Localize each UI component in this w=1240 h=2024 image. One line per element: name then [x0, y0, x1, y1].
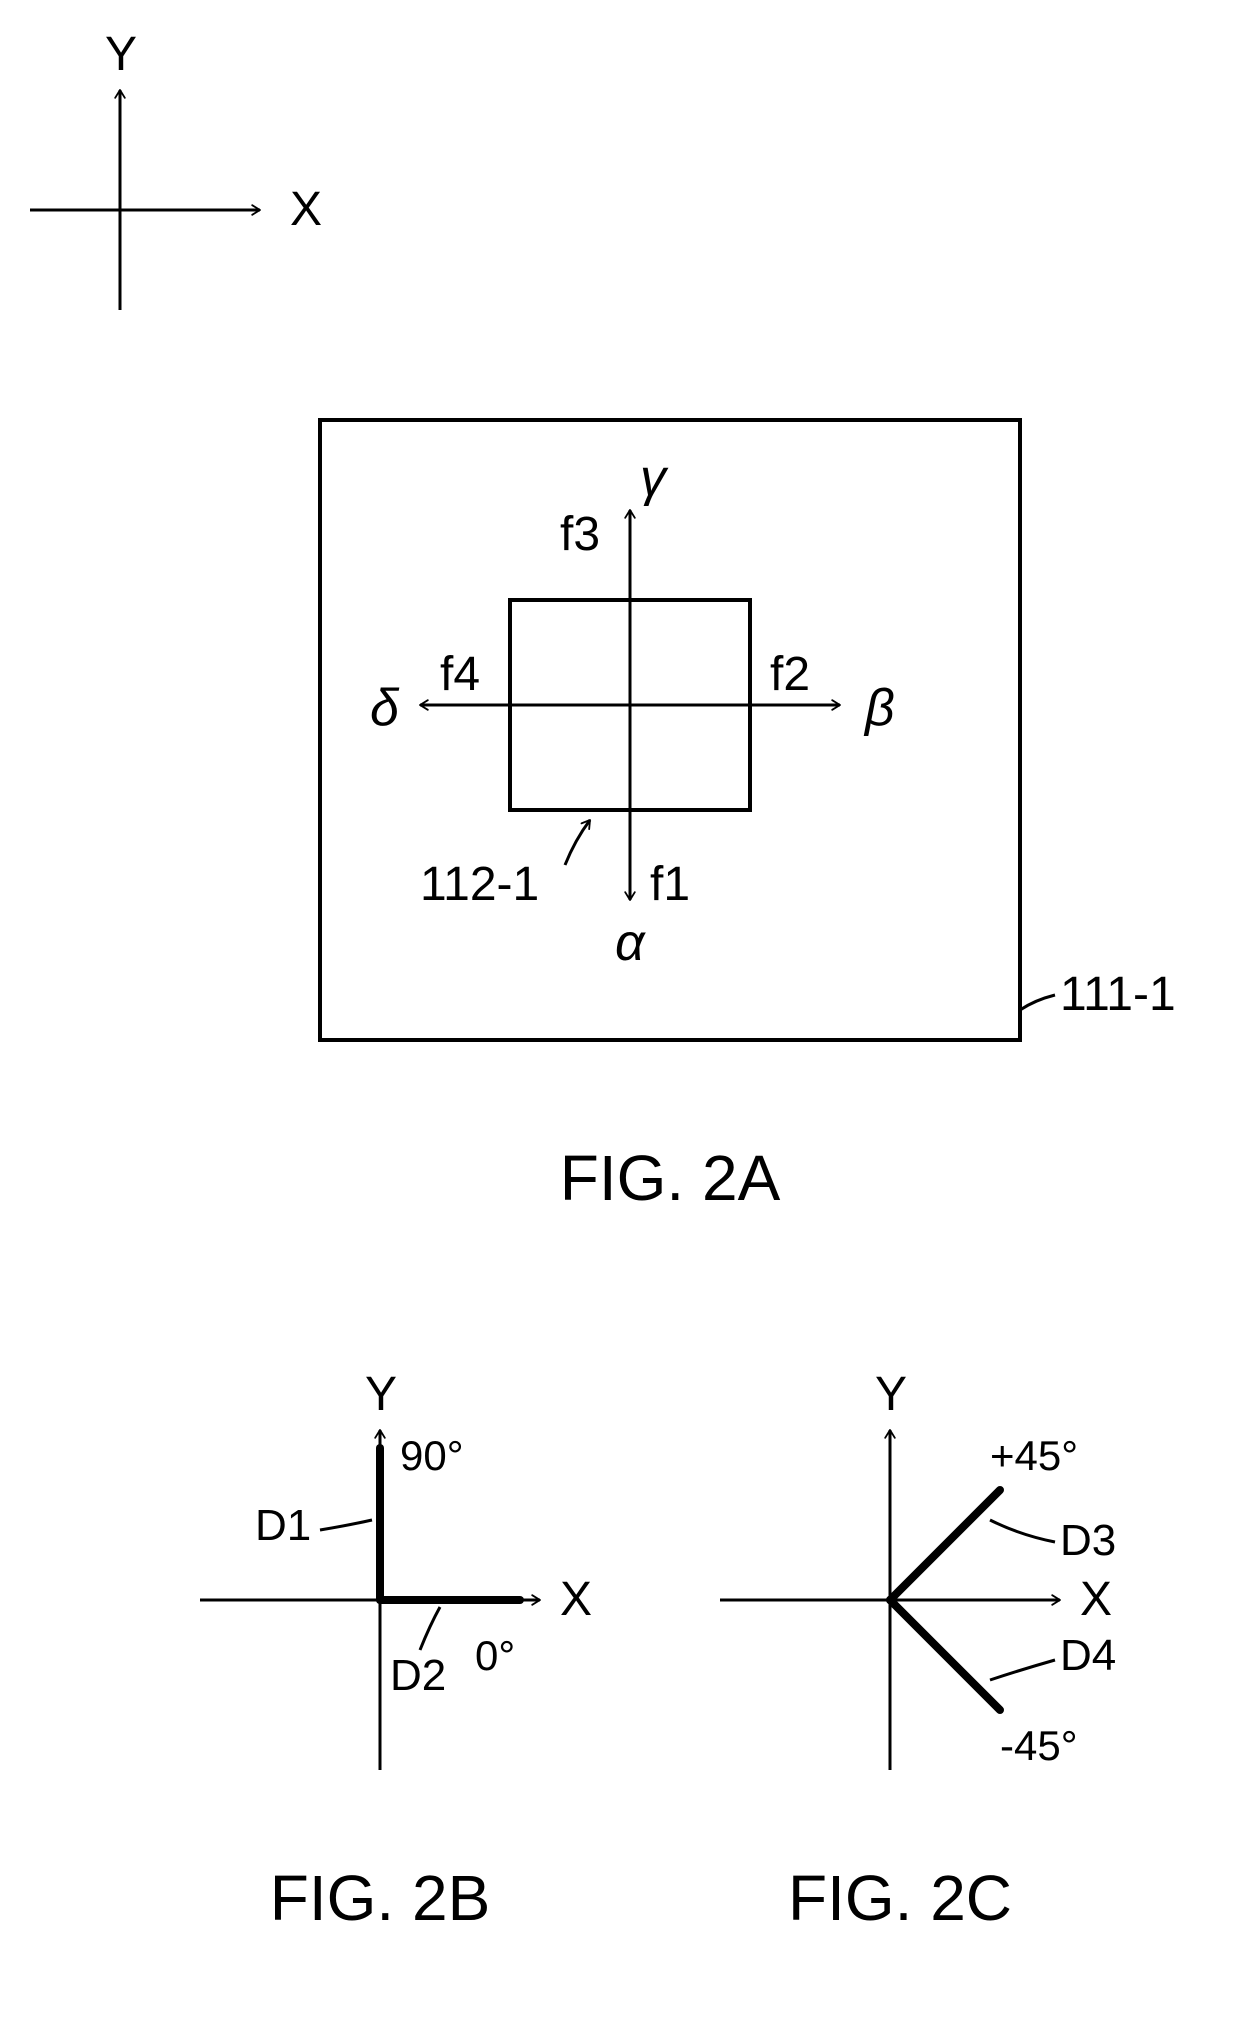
fig-2a: f3 f2 f1 f4 γ β α δ 112-1 111-1 FIG. 2A [320, 420, 1176, 1214]
inner-rect-label: 112-1 [420, 858, 539, 911]
fig-2c: X Y +45° -45° D3 D4 FIG. 2C [720, 1368, 1116, 1934]
x-axis-label-2c: X [1080, 1573, 1112, 1626]
angle-m45: -45° [1000, 1722, 1078, 1769]
diagram-canvas: X Y f3 f2 f1 f4 γ β α δ 112-1 111-1 [0, 0, 1240, 2024]
outer-rect-label: 111-1 [1060, 968, 1176, 1021]
fig-2b-caption: FIG. 2B [270, 1862, 491, 1934]
d3-label: D3 [1060, 1516, 1116, 1565]
y-axis-label: Y [105, 28, 137, 81]
angle-90: 90° [400, 1432, 464, 1479]
delta-label: δ [370, 679, 400, 737]
beta-label: β [863, 679, 895, 737]
d2-label: D2 [390, 1651, 446, 1700]
outer-rect-leader [1020, 995, 1055, 1010]
fig-2c-caption: FIG. 2C [788, 1862, 1012, 1934]
f4-label: f4 [440, 648, 480, 701]
d1-leader [320, 1520, 372, 1530]
d4-leader [990, 1660, 1055, 1680]
d1-label: D1 [255, 1501, 311, 1550]
gamma-label: γ [640, 449, 669, 507]
d4-line [890, 1600, 1000, 1710]
x-axis-label: X [290, 183, 322, 236]
top-axes: X Y [30, 28, 322, 310]
angle-0: 0° [475, 1632, 515, 1679]
d3-leader [990, 1520, 1055, 1542]
f3-label: f3 [560, 508, 600, 561]
inner-rect-leader [565, 820, 590, 865]
y-axis-label-2c: Y [875, 1368, 907, 1421]
f2-label: f2 [770, 648, 810, 701]
fig-2b: X Y 90° 0° D1 D2 FIG. 2B [200, 1368, 592, 1934]
d4-label: D4 [1060, 1631, 1116, 1680]
angle-p45: +45° [990, 1432, 1078, 1479]
f1-label: f1 [650, 858, 690, 911]
d3-line [890, 1490, 1000, 1600]
y-axis-label-2b: Y [365, 1368, 397, 1421]
x-axis-label-2b: X [560, 1573, 592, 1626]
alpha-label: α [615, 914, 646, 972]
fig-2a-caption: FIG. 2A [560, 1142, 781, 1214]
d2-leader [420, 1607, 440, 1650]
outer-rect [320, 420, 1020, 1040]
